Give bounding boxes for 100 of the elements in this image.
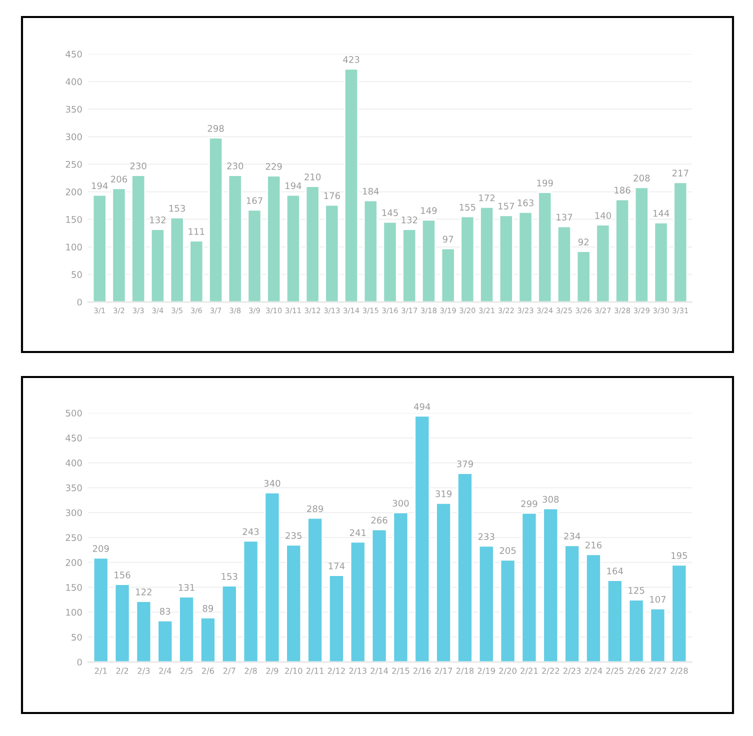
bar bbox=[247, 209, 262, 302]
bar bbox=[456, 472, 473, 662]
bar bbox=[564, 544, 580, 662]
x-tick-label: 2/3 bbox=[138, 668, 150, 675]
data-label: 184 bbox=[363, 188, 379, 195]
bar bbox=[305, 186, 320, 302]
bar bbox=[615, 198, 630, 302]
data-label: 149 bbox=[421, 207, 437, 214]
data-label: 299 bbox=[521, 500, 538, 508]
bar bbox=[671, 564, 688, 662]
y-tick-label: 350 bbox=[66, 106, 82, 113]
y-tick-label: 350 bbox=[66, 484, 82, 492]
x-tick-label: 2/13 bbox=[349, 668, 366, 675]
x-tick-label: 2/18 bbox=[456, 668, 474, 675]
x-tick-label: 2/28 bbox=[670, 668, 688, 675]
data-label: 125 bbox=[628, 587, 644, 594]
data-label: 241 bbox=[350, 529, 366, 536]
x-tick-label: 2/8 bbox=[244, 668, 257, 675]
y-tick-label: 300 bbox=[66, 133, 82, 140]
bar bbox=[673, 182, 688, 302]
data-label: 199 bbox=[537, 180, 553, 186]
x-tick-label: 2/26 bbox=[628, 668, 645, 675]
y-tick-label: 250 bbox=[66, 160, 82, 168]
bar bbox=[307, 517, 324, 662]
data-label: 233 bbox=[478, 533, 494, 540]
y-tick-label: 0 bbox=[77, 658, 82, 666]
bar bbox=[414, 415, 430, 662]
bar bbox=[228, 174, 242, 302]
x-tick-label: 2/14 bbox=[370, 668, 388, 675]
bar bbox=[350, 541, 366, 662]
x-tick-label: 2/21 bbox=[520, 668, 538, 675]
bar bbox=[436, 502, 452, 662]
y-tick-label: 150 bbox=[66, 216, 82, 223]
data-label: 97 bbox=[442, 236, 454, 243]
bar bbox=[402, 228, 417, 302]
data-label: 195 bbox=[672, 552, 687, 559]
data-label: 266 bbox=[371, 516, 388, 524]
data-label: 340 bbox=[264, 480, 280, 487]
bar bbox=[586, 554, 602, 662]
x-tick-label: 2/12 bbox=[328, 668, 345, 675]
data-label: 209 bbox=[92, 545, 109, 552]
data-label: 89 bbox=[202, 604, 214, 612]
x-tick-label: 2/2 bbox=[116, 668, 128, 675]
bar bbox=[112, 188, 126, 302]
data-label: 172 bbox=[479, 194, 495, 202]
bar bbox=[189, 240, 204, 302]
data-label: 140 bbox=[595, 212, 611, 219]
y-tick-label: 50 bbox=[72, 271, 82, 278]
bar bbox=[92, 194, 107, 302]
x-tick-label: 2/23 bbox=[563, 668, 581, 675]
data-label: 229 bbox=[266, 163, 282, 170]
bar bbox=[221, 585, 238, 662]
data-label: 235 bbox=[286, 532, 302, 540]
data-label: 107 bbox=[650, 596, 666, 603]
bar bbox=[556, 226, 572, 302]
y-tick-label: 450 bbox=[66, 50, 82, 58]
data-label: 131 bbox=[178, 584, 194, 591]
data-label: 156 bbox=[114, 572, 130, 578]
bar bbox=[498, 214, 514, 302]
bar bbox=[328, 574, 344, 662]
bar bbox=[421, 219, 436, 302]
bar bbox=[114, 584, 130, 662]
data-label: 153 bbox=[169, 204, 185, 212]
bar bbox=[538, 192, 552, 302]
y-tick-label: 150 bbox=[66, 584, 82, 591]
y-tick-label: 100 bbox=[66, 244, 82, 250]
y-tick-label: 0 bbox=[77, 298, 82, 306]
data-label: 153 bbox=[222, 573, 238, 580]
data-label: 132 bbox=[150, 216, 166, 224]
data-label: 217 bbox=[672, 170, 688, 176]
x-tick-label: 2/22 bbox=[542, 668, 560, 675]
x-tick-label: 2/15 bbox=[392, 668, 410, 675]
bar bbox=[392, 512, 409, 662]
y-tick-label: 500 bbox=[66, 410, 82, 417]
bar bbox=[371, 528, 388, 662]
data-label: 298 bbox=[208, 125, 224, 132]
y-tick-label: 200 bbox=[66, 188, 82, 196]
bar bbox=[500, 559, 516, 662]
data-label: 194 bbox=[92, 182, 108, 190]
bar bbox=[382, 221, 398, 302]
y-tick-label: 100 bbox=[66, 608, 82, 616]
x-tick-label: 2/5 bbox=[180, 668, 192, 675]
bar bbox=[634, 186, 649, 302]
data-label: 167 bbox=[246, 197, 262, 204]
bar bbox=[606, 580, 623, 662]
bar bbox=[344, 68, 359, 302]
data-label: 186 bbox=[614, 186, 630, 194]
data-label: 379 bbox=[457, 460, 473, 468]
data-label: 230 bbox=[227, 162, 244, 170]
bar bbox=[178, 596, 194, 662]
y-tick-label: 250 bbox=[66, 534, 82, 542]
data-label: 176 bbox=[324, 192, 340, 200]
bar bbox=[170, 216, 184, 302]
x-tick-label: 2/11 bbox=[306, 668, 324, 675]
data-label: 216 bbox=[586, 542, 602, 549]
x-tick-label: 2/4 bbox=[159, 668, 172, 675]
bar bbox=[628, 599, 644, 662]
data-label: 230 bbox=[130, 162, 146, 170]
data-label: 210 bbox=[304, 174, 321, 180]
bar bbox=[136, 600, 152, 662]
